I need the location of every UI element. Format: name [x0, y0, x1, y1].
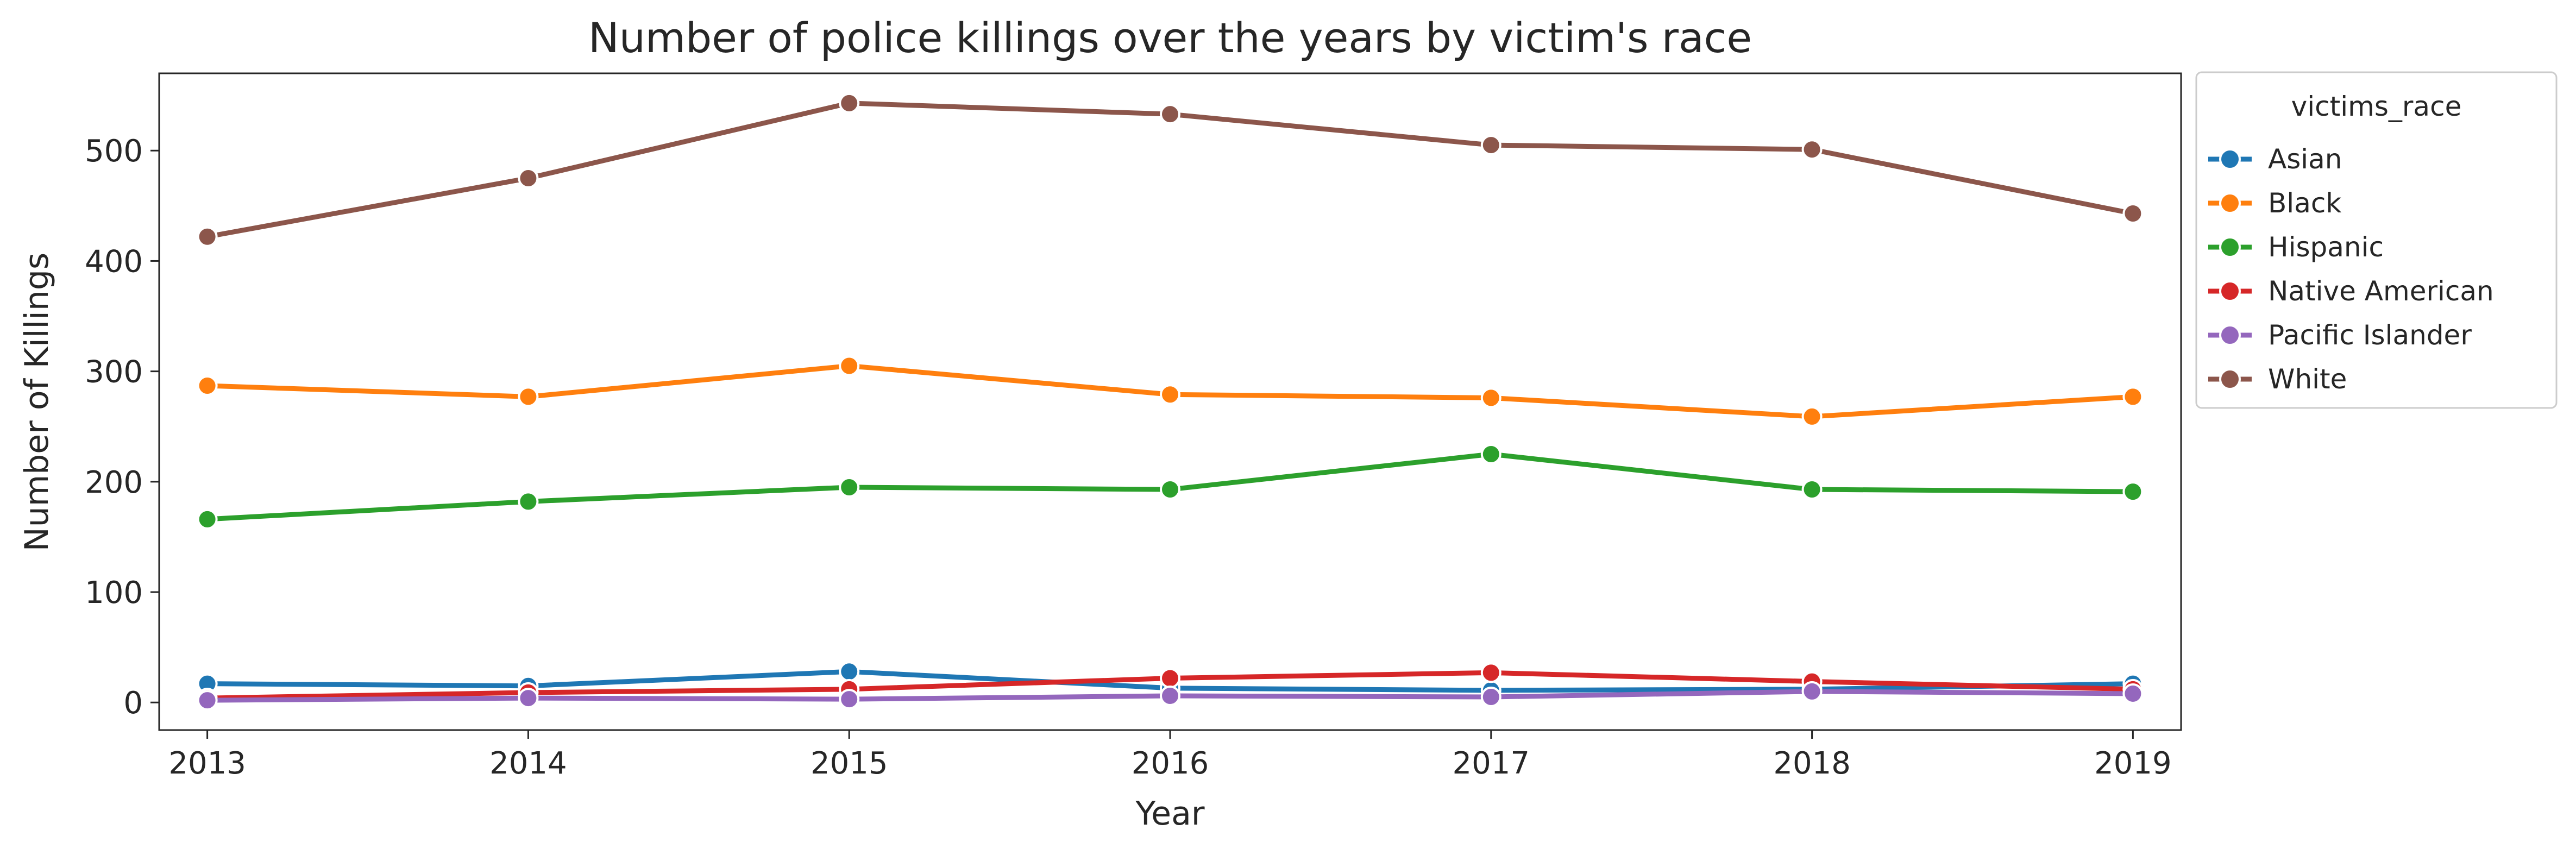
legend-item-native-american: Native American: [2208, 275, 2494, 307]
legend-item-pacific-islander: Pacific Islander: [2208, 319, 2472, 351]
data-point-pacific-islander: [2122, 683, 2144, 704]
x-tick-label: 2016: [1132, 746, 1209, 781]
data-point-black: [1160, 384, 1180, 405]
series-pacific-islander: [197, 681, 2144, 711]
legend-swatch-marker: [2219, 192, 2241, 214]
legend-item-asian: Asian: [2208, 143, 2342, 175]
data-point-black: [197, 375, 218, 397]
legend-swatch-marker: [2219, 368, 2241, 390]
y-tick-label: 500: [85, 134, 143, 169]
data-point-white: [839, 92, 860, 114]
chart-title: Number of police killings over the years…: [588, 14, 1752, 62]
data-point-black: [2122, 386, 2144, 407]
legend-swatch-marker: [2219, 324, 2241, 346]
y-axis-label: Number of Killings: [18, 253, 56, 551]
legend-item-hispanic: Hispanic: [2208, 231, 2384, 263]
x-tick-label: 2015: [811, 746, 888, 781]
data-point-hispanic: [197, 508, 218, 530]
data-point-pacific-islander: [197, 690, 218, 711]
data-point-black: [839, 355, 860, 376]
data-point-native-american: [1480, 662, 1501, 683]
data-point-pacific-islander: [839, 689, 860, 710]
x-tick-label: 2019: [2094, 746, 2172, 781]
data-point-hispanic: [1160, 479, 1180, 500]
legend-swatch-marker: [2219, 236, 2241, 258]
legend-label: Asian: [2268, 143, 2342, 175]
legend: victims_race Asian Black Hispanic Native Ame…: [2195, 71, 2558, 409]
x-tick-label: 2013: [168, 746, 246, 781]
data-point-white: [1160, 104, 1180, 125]
legend-label: Black: [2268, 187, 2341, 219]
legend-title: victims_race: [2291, 91, 2462, 122]
legend-item-black: Black: [2208, 187, 2341, 219]
y-tick-label: 100: [85, 575, 143, 611]
data-point-hispanic: [1480, 444, 1501, 465]
data-point-hispanic: [1801, 479, 1823, 500]
data-point-black: [1801, 406, 1823, 427]
data-point-white: [1480, 135, 1501, 156]
data-point-black: [518, 386, 539, 407]
legend-label: Hispanic: [2268, 231, 2384, 263]
legend-label: Pacific Islander: [2268, 319, 2472, 351]
data-point-hispanic: [839, 476, 860, 498]
series-hispanic: [197, 444, 2144, 530]
series-white: [197, 92, 2144, 247]
data-point-pacific-islander: [1160, 686, 1180, 707]
data-point-white: [1801, 139, 1823, 160]
y-tick-label: 0: [123, 686, 143, 721]
data-point-white: [197, 226, 218, 247]
data-point-white: [518, 168, 539, 189]
legend-swatch-marker: [2219, 148, 2241, 170]
legend-label: Native American: [2268, 275, 2494, 307]
x-tick-label: 2018: [1773, 746, 1851, 781]
x-tick-label: 2017: [1453, 746, 1530, 781]
legend-label: White: [2268, 363, 2347, 395]
data-point-hispanic: [2122, 481, 2144, 502]
legend-item-white: White: [2208, 363, 2347, 395]
data-point-white: [2122, 203, 2144, 224]
legend-frame: [2195, 71, 2558, 409]
plot-area: 2013 2014 2015 2016 2017 2018 2019 0 100 200 300 40…: [85, 72, 2182, 781]
data-point-native-american: [1160, 668, 1180, 689]
y-tick-label: 300: [85, 355, 143, 390]
data-point-hispanic: [518, 491, 539, 512]
series-black: [197, 355, 2144, 427]
y-tick-label: 200: [85, 465, 143, 500]
data-point-black: [1480, 387, 1501, 408]
x-tick-label: 2014: [489, 746, 567, 781]
data-point-pacific-islander: [1801, 681, 1823, 702]
data-point-pacific-islander: [518, 688, 539, 709]
x-axis-label: Year: [1135, 795, 1204, 833]
data-point-pacific-islander: [1480, 687, 1501, 708]
legend-swatch-marker: [2219, 280, 2241, 302]
data-point-asian: [839, 661, 860, 682]
y-tick-label: 400: [85, 244, 143, 279]
